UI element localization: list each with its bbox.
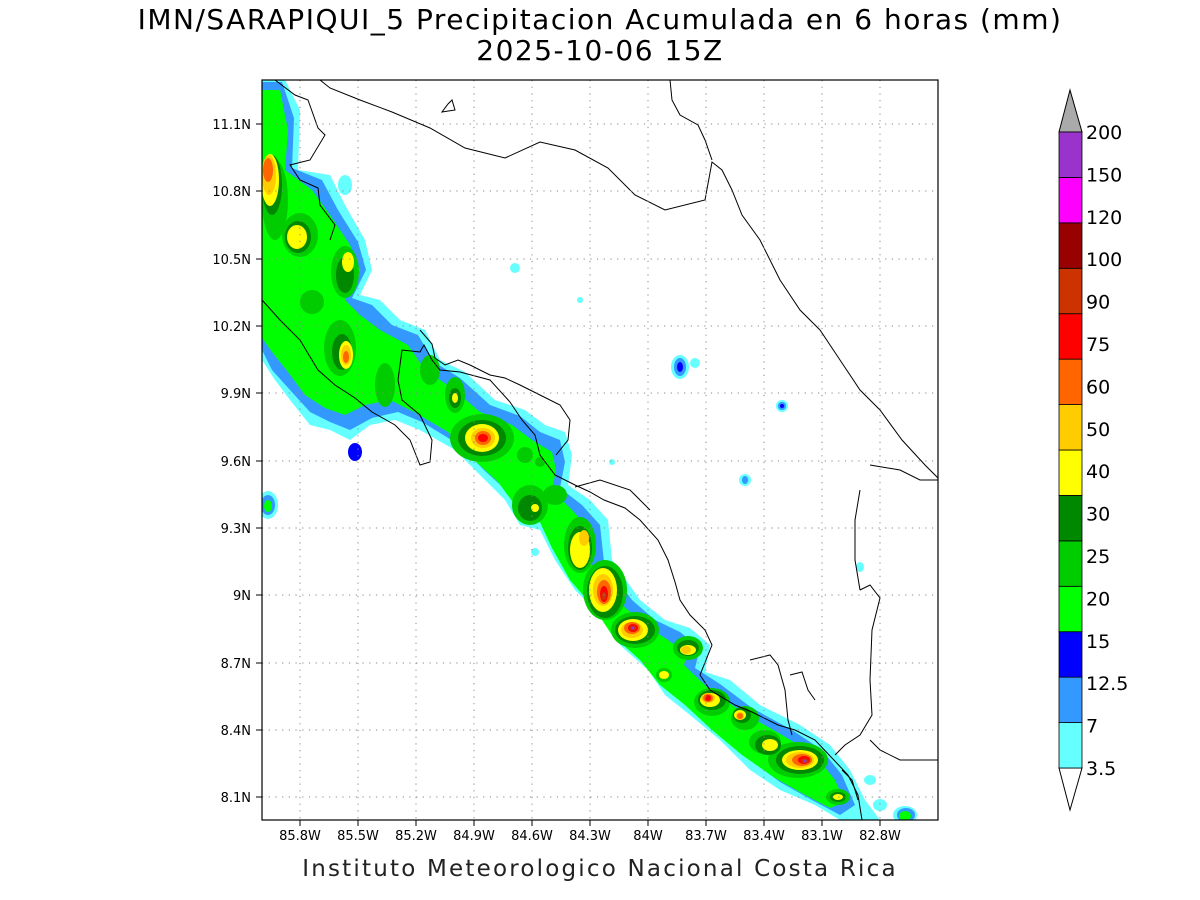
colorbar-swatch	[1058, 358, 1083, 405]
lon-label: 85.5W	[337, 829, 379, 844]
colorbar-label: 25	[1086, 546, 1110, 568]
colorbar-label: 150	[1086, 164, 1122, 186]
colorbar-label: 200	[1086, 122, 1122, 144]
map-title: IMN/SARAPIQUI_5 Precipitacion Acumulada …	[137, 3, 1063, 36]
footer-credit: Instituto Meteorologico Nacional Costa R…	[302, 856, 898, 882]
colorbar-label: 75	[1086, 334, 1110, 356]
colorbar-label: 30	[1086, 504, 1110, 526]
lat-label: 8.7N	[221, 657, 251, 672]
colorbar-label: 100	[1086, 249, 1122, 271]
lat-label: 9.6N	[221, 455, 251, 470]
lon-label: 85.2W	[395, 829, 437, 844]
colorbar-label: 40	[1086, 461, 1110, 483]
axis-ticks	[256, 123, 881, 826]
map-panel: 85.8W 85.5W 85.2W 84.9W 84.6W 84.3W 84W …	[212, 79, 939, 844]
lon-label: 84.9W	[453, 829, 495, 844]
colorbar-label: 7	[1086, 716, 1098, 738]
lon-axis-labels: 85.8W 85.5W 85.2W 84.9W 84.6W 84.3W 84W …	[279, 829, 901, 844]
coastlines	[262, 80, 938, 820]
lon-label: 84W	[633, 829, 663, 844]
colorbar-top-arrow	[1058, 88, 1083, 133]
colorbar-swatch	[1058, 404, 1083, 451]
colorbar-swatch	[1058, 722, 1083, 769]
colorbar-swatches	[1058, 131, 1083, 769]
colorbar-swatch	[1058, 449, 1083, 496]
lon-label: 84.3W	[569, 829, 611, 844]
lat-axis-labels: 11.1N 10.8N 10.5N 10.2N 9.9N 9.6N 9.3N 9…	[212, 118, 251, 806]
lat-label: 11.1N	[212, 118, 251, 133]
colorbar-swatch	[1058, 131, 1083, 178]
colorbar-label: 90	[1086, 292, 1110, 314]
lat-label: 9.9N	[221, 387, 251, 402]
colorbar-swatch	[1058, 631, 1083, 678]
lat-label: 8.1N	[221, 791, 251, 806]
colorbar-label: 15	[1086, 631, 1110, 653]
colorbar-swatch	[1058, 585, 1083, 633]
lon-label: 83.1W	[801, 829, 843, 844]
lat-label: 8.4N	[221, 724, 251, 739]
lat-label: 10.5N	[212, 253, 251, 268]
lon-label: 83.7W	[685, 829, 727, 844]
colorbar-bottom-arrow	[1058, 767, 1083, 812]
colorbar-label: 60	[1086, 376, 1110, 398]
colorbar-labels: 3.5 7 12.5 15 20 25 30 40 50 60 75 90 100 120 150 200	[1086, 122, 1128, 780]
precipitation-field	[262, 80, 917, 820]
colorbar-label: 120	[1086, 207, 1122, 229]
colorbar-swatch	[1058, 676, 1083, 723]
colorbar-label: 20	[1086, 588, 1110, 610]
colorbar-swatch	[1058, 222, 1083, 269]
colorbar-swatch	[1058, 267, 1083, 315]
lat-label: 9.3N	[221, 522, 251, 537]
lat-label: 9N	[233, 589, 251, 604]
map-subtitle: 2025-10-06 15Z	[476, 34, 724, 67]
colorbar-legend: 3.5 7 12.5 15 20 25 30 40 50 60 75 90 100 120 150 200	[1058, 88, 1128, 812]
colorbar-swatch	[1058, 495, 1083, 542]
colorbar-swatch	[1058, 540, 1083, 587]
map-background	[262, 80, 938, 820]
colorbar-swatch	[1058, 177, 1083, 224]
map-frame	[261, 79, 939, 821]
lon-label: 82.8W	[859, 829, 901, 844]
lat-label: 10.8N	[212, 185, 251, 200]
lon-label: 85.8W	[279, 829, 321, 844]
colorbar-label: 12.5	[1086, 673, 1128, 695]
graticule	[262, 80, 938, 820]
colorbar-label: 3.5	[1086, 758, 1116, 780]
lon-label: 83.4W	[743, 829, 785, 844]
colorbar-label: 50	[1086, 419, 1110, 441]
lat-label: 10.2N	[212, 320, 251, 335]
lon-label: 84.6W	[511, 829, 553, 844]
colorbar-swatch	[1058, 313, 1083, 360]
